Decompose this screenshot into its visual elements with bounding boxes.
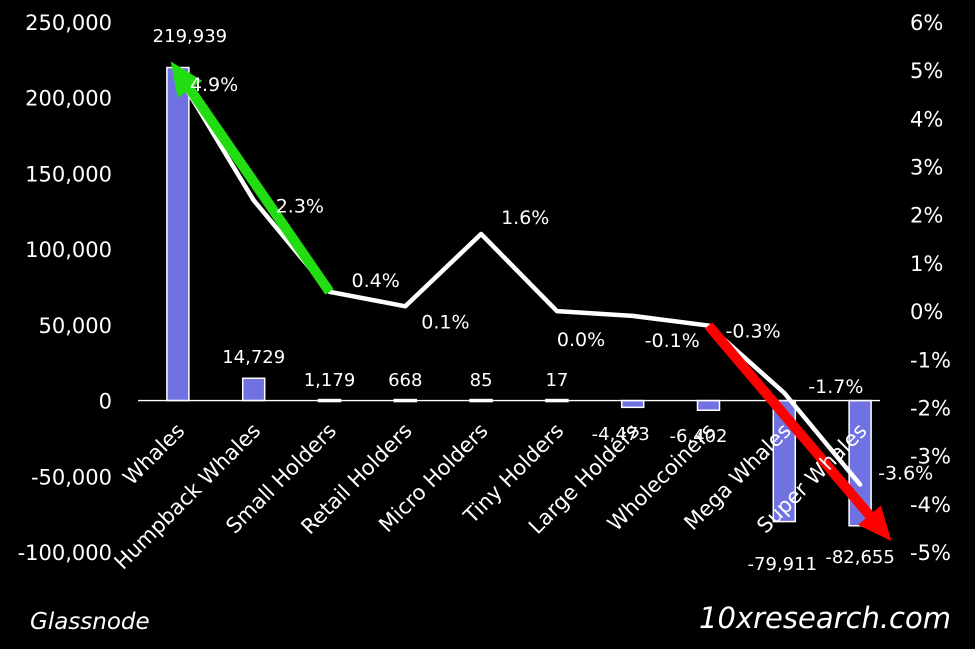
bar-data-label: 17 [545,370,568,391]
right-axis-tick-label: 2% [910,204,943,228]
line-data-label: -0.1% [645,330,700,352]
right-axis-tick-label: 0% [910,300,943,324]
website-credit: 10xresearch.com [699,601,951,635]
category-label: Whales [118,419,189,490]
line-data-label: 2.3% [276,195,324,217]
right-axis-tick-label: 6% [910,11,943,35]
bar-data-label: 668 [388,370,422,391]
line-point [782,391,787,395]
bar-data-label: 1,179 [304,370,356,391]
line-data-label: 4.9% [190,74,238,96]
right-axis-tick-label: -4% [910,493,951,517]
left-axis-tick-label: 50,000 [39,314,112,338]
left-axis-tick-label: 150,000 [25,162,112,186]
left-axis-tick-label: 200,000 [25,87,112,111]
bar-data-label: 14,729 [222,347,285,368]
line-data-labels: 4.9% 2.3% 0.4% 0.1% 1.6% 0.0% -0.1% -0.3% -1.7% -… [190,74,933,485]
bar-data-label: 219,939 [153,26,227,47]
line-data-label: 1.6% [501,207,549,229]
right-axis-tick-label: 1% [910,252,943,276]
line-data-label: -0.3% [726,321,781,343]
annotation-arrows [170,61,892,542]
line-series [175,72,863,487]
left-axis: -100,000 -50,000 0 50,000 100,000 150,000 200,… [18,11,112,565]
red-arrow [704,322,892,542]
line-point [251,198,256,203]
bar-data-labels: 219,939 14,729 1,179 668 85 17 -4,473 -6,402 -79… [153,26,895,575]
bar-data-label: -82,655 [825,547,894,568]
line-point [403,304,408,309]
line-data-label: 0.0% [557,329,605,351]
bar [696,399,721,412]
left-axis-tick-label: 0 [99,390,112,414]
line-data-label: 0.1% [421,311,469,333]
bar-data-label: -79,911 [748,554,817,575]
left-axis-tick-label: 250,000 [25,11,112,35]
right-axis: -5% -4% -3% -2% -1% 0% 1% 2% 3% 4% 5% 6% [910,11,951,565]
bar [166,66,190,402]
line-point [554,309,559,314]
green-arrow [170,61,334,295]
bar [241,377,266,402]
line-point [630,313,635,318]
right-axis-tick-label: 3% [910,156,943,180]
line-point [479,232,484,236]
line-path [175,72,863,487]
left-axis-tick-label: -50,000 [31,465,112,489]
bar [620,399,645,409]
line-data-label: -3.6% [878,463,933,485]
line-data-label: -1.7% [808,376,863,398]
right-axis-tick-label: 4% [910,107,943,131]
right-axis-tick-label: -5% [910,541,951,565]
bar-data-label: -4,473 [592,424,650,445]
source-credit: Glassnode [30,609,150,635]
left-axis-tick-label: -100,000 [18,541,112,565]
bar-data-label: -6,402 [669,426,727,447]
right-axis-tick-label: 5% [910,59,943,83]
line-point [175,73,180,77]
bar-data-label: 85 [470,370,493,391]
line-data-label: 0.4% [352,270,400,292]
right-axis-tick-label: -3% [910,445,951,469]
category-label: Humpback Whales [110,419,266,575]
right-axis-tick-label: -2% [910,396,951,420]
left-axis-tick-label: 100,000 [25,238,112,262]
right-axis-tick-label: -1% [910,348,951,372]
line-point [858,482,863,487]
